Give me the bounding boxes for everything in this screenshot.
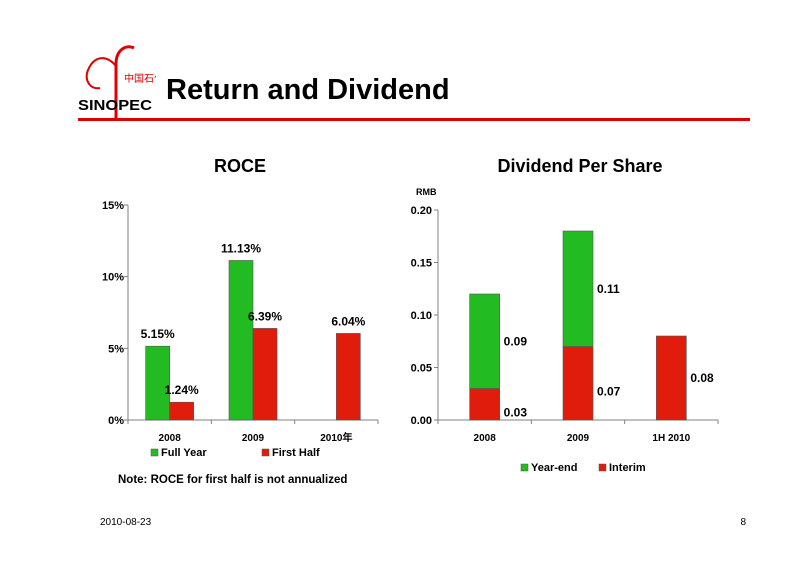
roce-note: Note: ROCE for first half is not annuali… [118,474,348,486]
bar-year-end [562,230,594,347]
x-category-label: 2008 [474,433,497,444]
legend-swatch [261,448,270,457]
data-label: 0.11 [597,282,620,296]
data-label: 0.09 [504,334,528,348]
y-tick-label: 10% [102,272,124,284]
bar-interim [656,335,687,421]
bar-full-year [228,260,254,421]
data-label: 5.15% [141,327,175,341]
data-label: 6.39% [248,309,282,323]
y-axis-unit-label: RMB [416,187,437,197]
x-category-label: 2009 [567,433,590,444]
x-category-label: 2010年 [320,431,352,444]
y-tick-label: 0.15 [411,258,432,270]
data-label: 0.08 [690,371,714,385]
y-tick-label: 0.20 [411,205,432,217]
data-label: 6.04% [331,314,365,328]
footer-date: 2010-08-23 [100,517,152,528]
bar-full-year [145,345,170,421]
chart-title: ROCE [214,156,266,176]
legend-label: Year-end [531,462,577,474]
page-title: Return and Dividend [166,74,450,106]
y-tick-label: 0.05 [411,363,432,375]
legend-label: Full Year [161,447,207,459]
bar-year-end [469,293,500,389]
bar-interim [562,346,594,421]
logo-chinese-text: 中国石化 [124,72,156,85]
logo-wordmark: SINOPEC [78,97,152,114]
y-tick-label: 5% [108,343,124,355]
data-label: 0.07 [597,384,621,398]
x-category-label: 2008 [159,433,182,444]
legend-swatch [150,448,159,457]
data-label: 1.24% [165,383,199,397]
legend-label: Interim [609,462,646,474]
bar-first-half [336,333,361,421]
page-number: 8 [740,517,746,528]
legend-label: First Half [272,447,320,459]
y-tick-label: 0.10 [411,310,432,322]
bar-first-half [252,328,278,421]
x-category-label: 1H 2010 [652,433,690,444]
data-label: 0.03 [504,405,528,419]
y-tick-label: 0% [108,415,124,427]
data-label: 11.13% [221,241,261,255]
chart-title: Dividend Per Share [497,156,662,176]
y-tick-label: 15% [102,200,124,212]
y-tick-label: 0.00 [411,415,432,427]
legend-swatch [520,463,529,472]
bar-first-half [169,401,194,421]
sinopec-logo: 中国石化 SINOPEC [78,45,156,120]
legend-swatch [598,463,607,472]
header-divider [78,118,750,121]
bar-interim [469,388,500,421]
x-category-label: 2009 [242,433,265,444]
